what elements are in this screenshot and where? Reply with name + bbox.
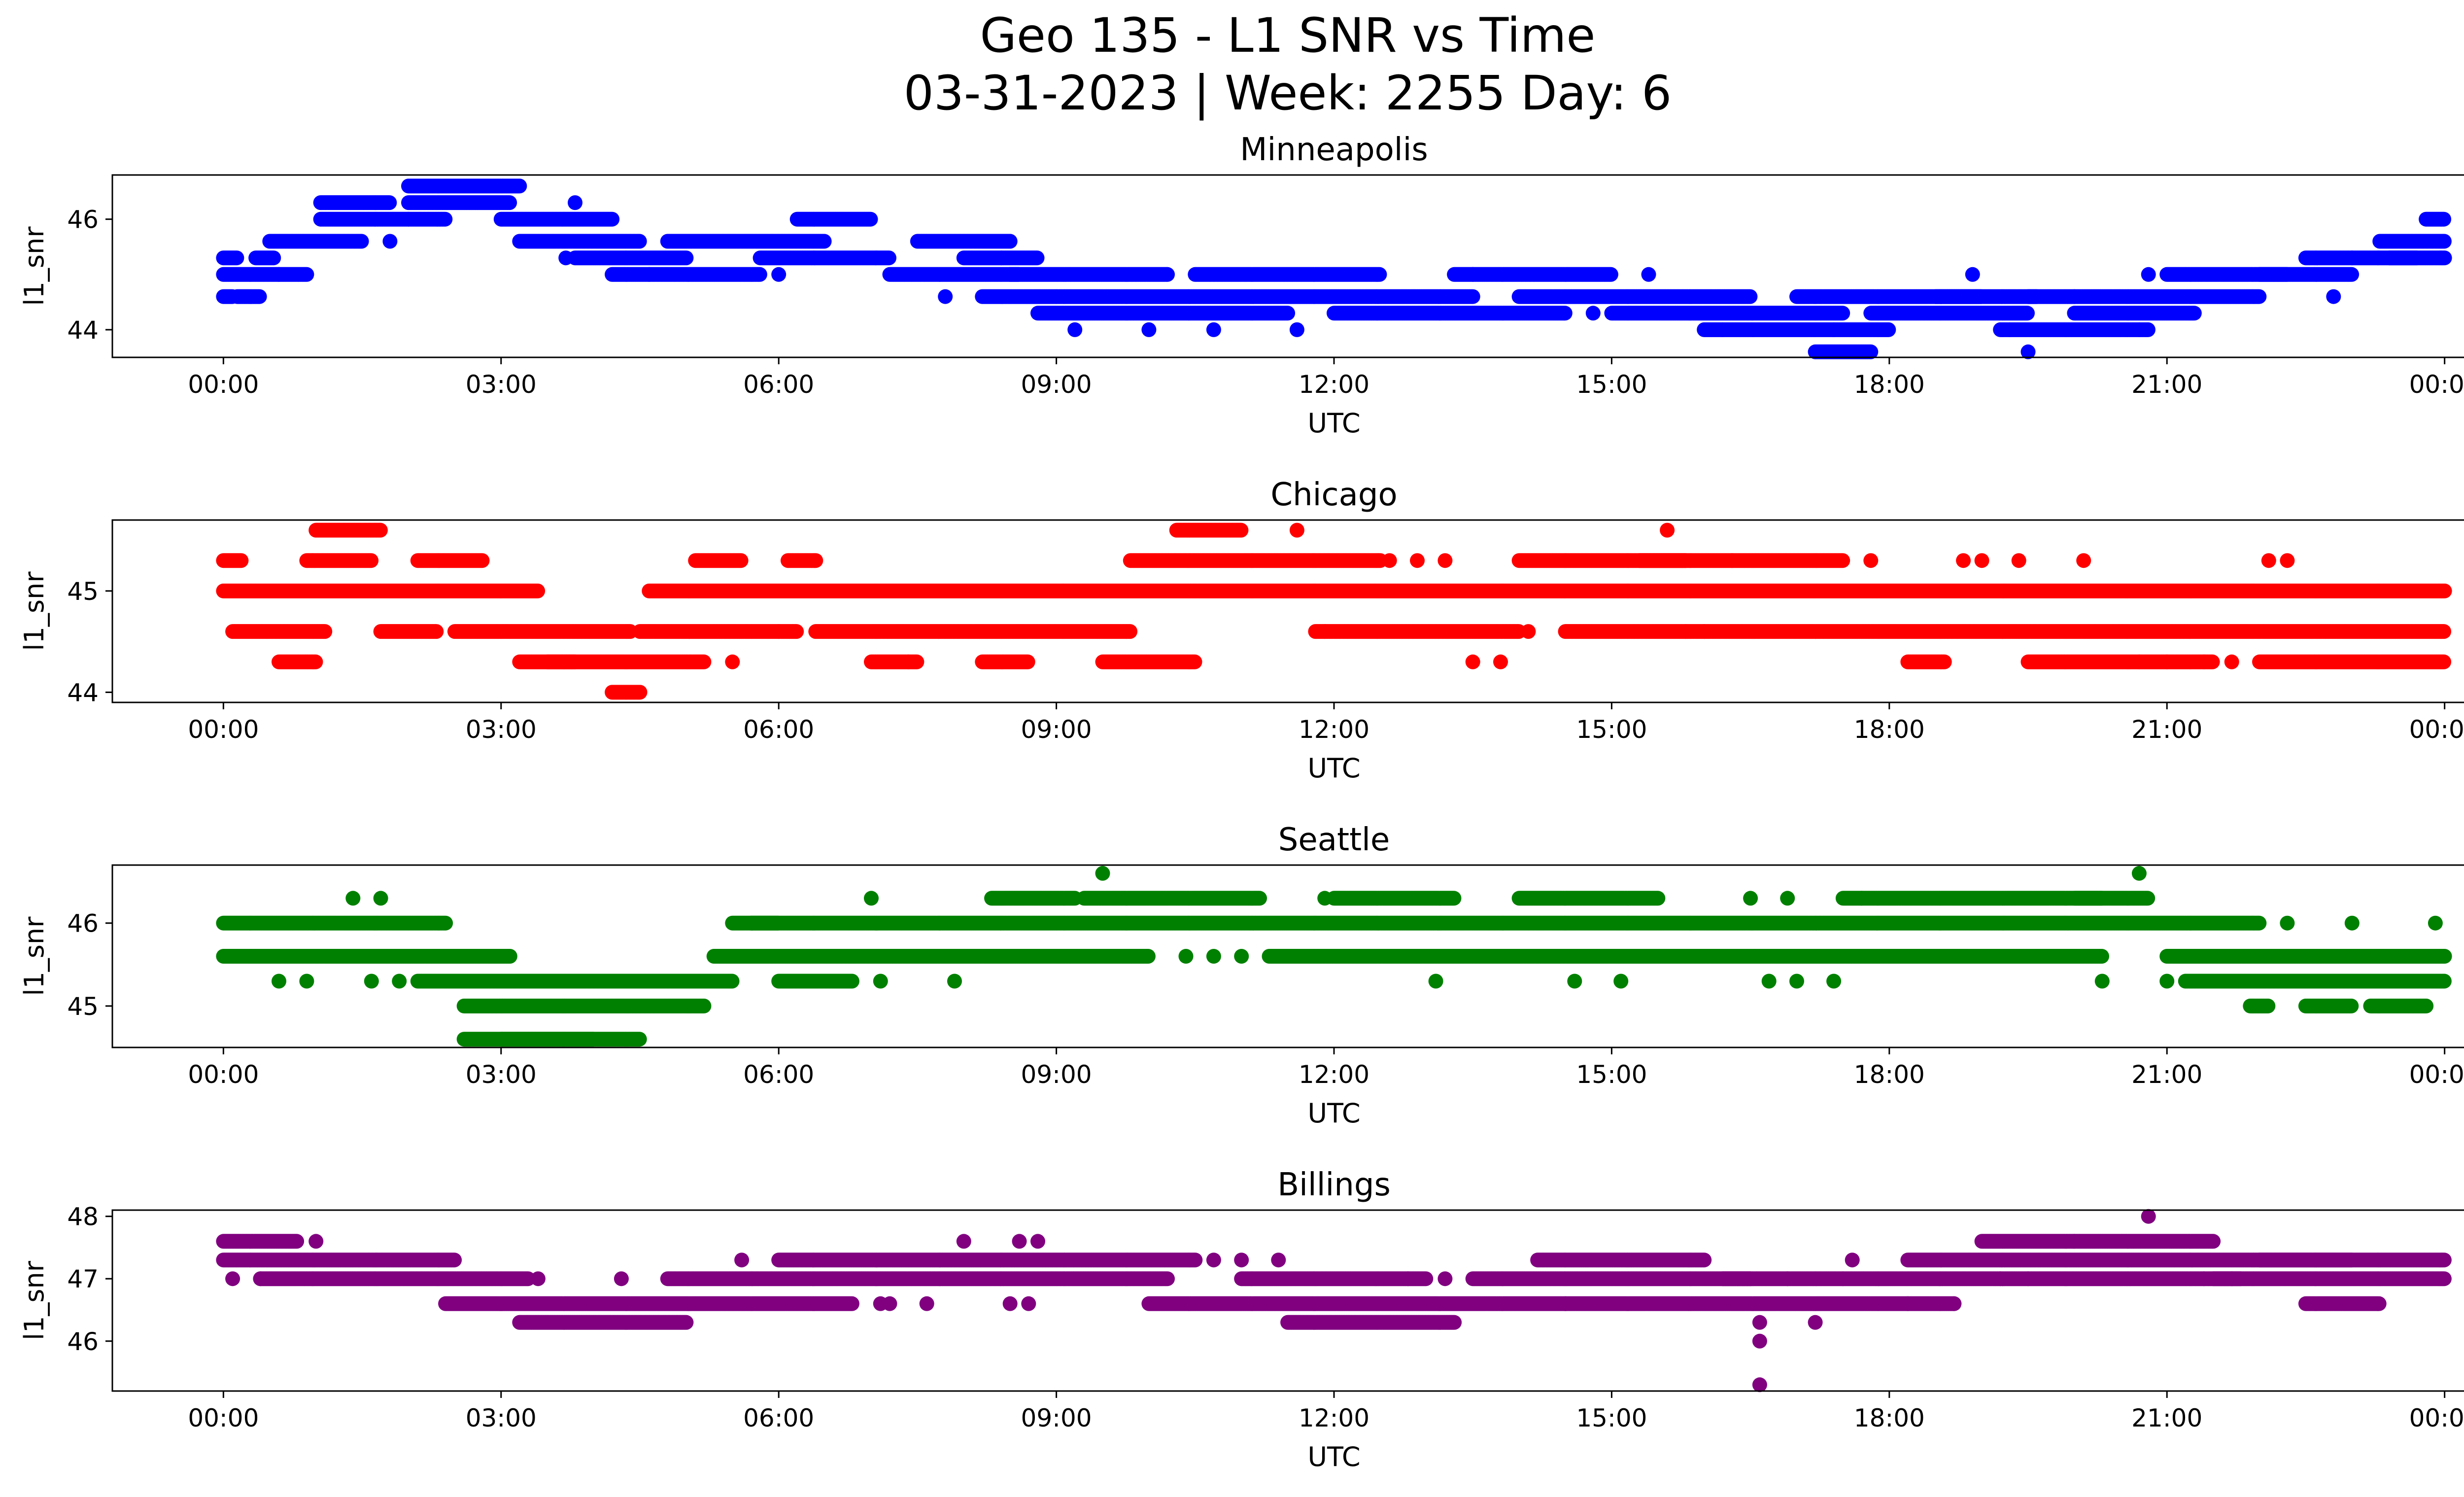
data-point [2436,212,2451,227]
x-tick-label: 09:00 [1021,370,1092,399]
data-point [1642,267,1656,282]
data-point [1558,306,1573,320]
data-point [1715,322,1730,337]
data-point [1280,306,1295,320]
data-point [2437,234,2452,249]
data-point [2132,322,2147,337]
y-tick-label: 46 [67,206,99,234]
x-tick-label: 00:00 [2409,370,2464,399]
x-tick-label: 00:00 [188,370,259,399]
data-point [863,212,878,227]
data-point [938,289,953,304]
panel-minneapolis: Minneapolis 00:00 03:00 06:00 09:00 12:00 15:0… [19,132,2464,439]
subplot-title: Minneapolis [1240,132,1428,168]
data-point [642,267,656,282]
data-point [753,267,767,282]
panels: Minneapolis 00:00 03:00 06:00 09:00 12:00 15:0… [19,132,2464,1472]
data-point [1826,322,1841,337]
y-axis-label: l1_snr [19,226,50,306]
subplot-title: Chicago [1270,477,1397,513]
data-point [605,212,619,227]
data-point [1835,306,1850,320]
x-tick-label: 21:00 [2131,370,2202,399]
data-point [1206,322,1221,337]
data-point [1067,322,1082,337]
data-point [1160,267,1175,282]
data-point [382,195,397,210]
data-point [1290,322,1304,337]
data-point [2437,250,2452,265]
data-point [2187,306,2202,320]
data-point [1466,267,1480,282]
data-point [354,234,369,249]
data-point [229,250,244,265]
data-point [2252,289,2266,304]
data-point [2344,267,2359,282]
data-point [817,234,832,249]
data-point [558,250,573,265]
data-point [1586,306,1601,320]
figure-title-line2: 03-31-2023 | Week: 2255 Day: 6 [904,66,1672,121]
data-point [1030,250,1045,265]
x-tick-label: 12:00 [1299,370,1369,399]
data-point [2002,322,2017,337]
data-point [266,250,281,265]
x-axis-label: UTC [1307,408,1360,439]
x-tick-label: 18:00 [1854,370,1925,399]
y-tick-label: 44 [67,316,99,345]
data-point [568,195,582,210]
data-points [216,523,2452,700]
x-tick-label: 06:00 [743,370,814,399]
data-point [1881,322,1896,337]
data-point [299,267,314,282]
data-point [1743,289,1757,304]
data-point [438,212,452,227]
data-point [1466,289,1480,304]
x-tick-label: 03:00 [466,370,537,399]
figure-title-line1: Geo 135 - L1 SNR vs Time [980,8,1596,63]
data-point [512,178,527,193]
data-point [725,234,740,249]
x-tick-label: 15:00 [1576,370,1647,399]
data-point [1372,267,1387,282]
data-point [1604,267,1618,282]
data-point [2345,250,2360,265]
data-point [2067,289,2082,304]
data-point [2326,289,2341,304]
data-point [2141,267,2156,282]
data-points [216,178,2452,359]
data-point [632,234,647,249]
data-point [882,250,896,265]
data-point [252,289,267,304]
data-point [502,195,517,210]
data-point [1965,267,1980,282]
data-point [771,267,786,282]
data-point [382,234,397,249]
data-point [1141,322,1156,337]
data-point [679,250,693,265]
data-point [1003,234,1018,249]
data-point [2020,306,2035,320]
data-point [337,234,351,249]
